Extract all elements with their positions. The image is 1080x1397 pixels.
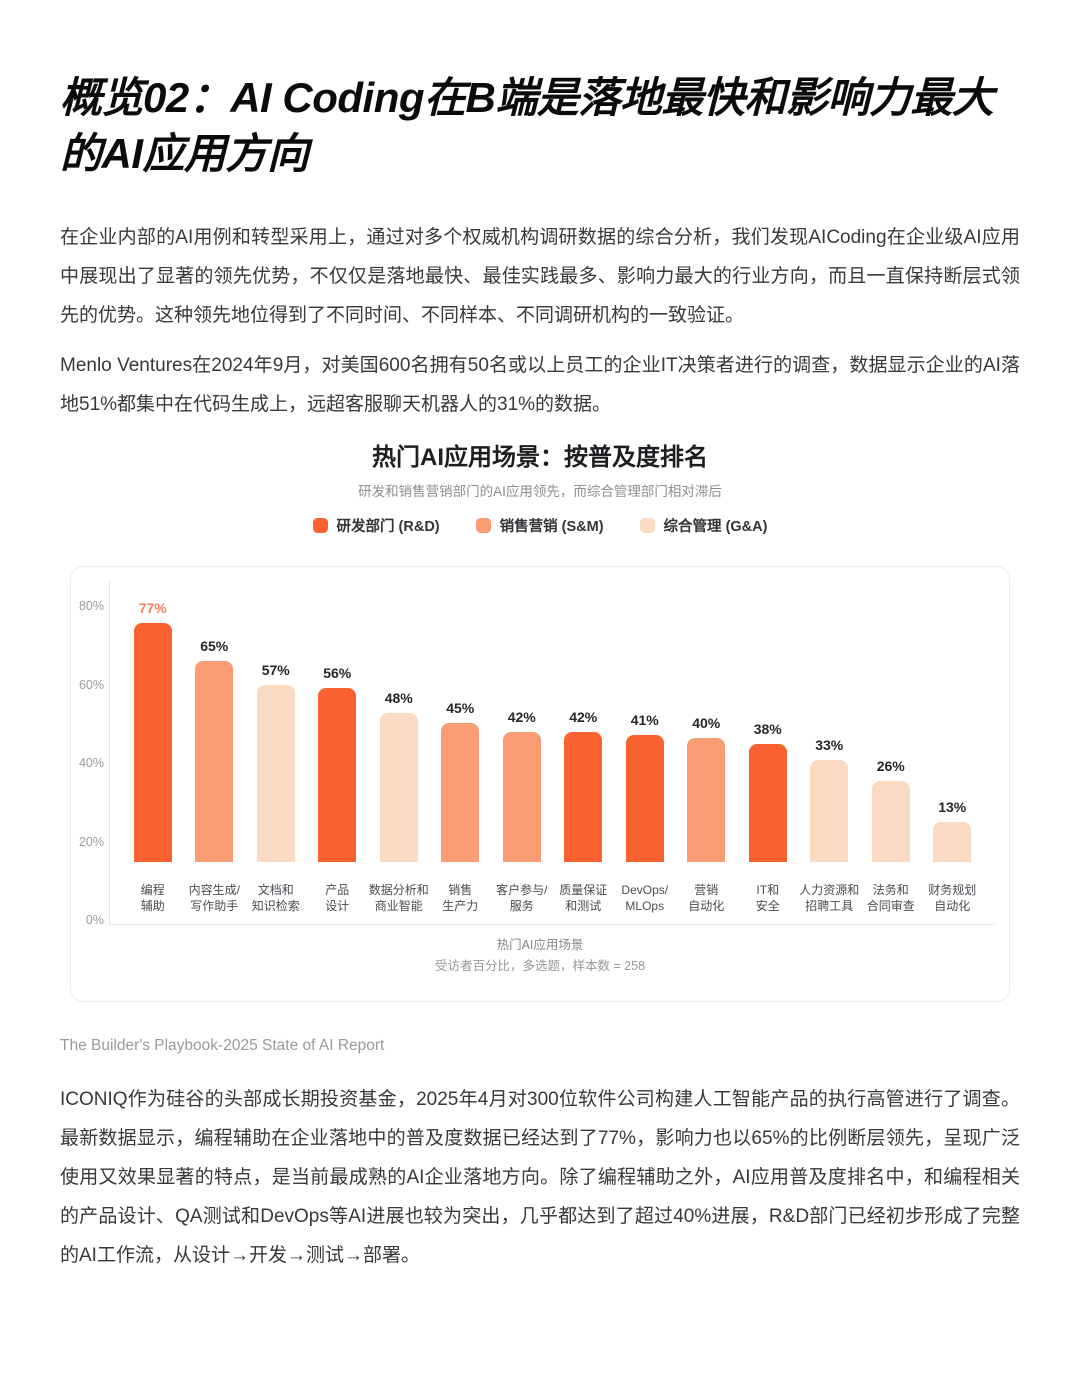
bar [318, 688, 357, 862]
bar [810, 759, 849, 862]
bar-value-label: 33% [815, 736, 844, 753]
bar-column: 42% [553, 709, 615, 862]
bar-value-label: 45% [446, 699, 475, 716]
legend-item-sm: 销售营销 (S&M) [475, 515, 604, 536]
bar [687, 738, 726, 862]
category-label: DevOps/MLOps [621, 883, 669, 913]
paragraph-menlo: Menlo Ventures在2024年9月，对美国600名拥有50名或以上员工… [60, 355, 1020, 415]
category-label: 法务和 合同审查 [866, 883, 915, 913]
category-label: 人力资源和 招聘工具 [799, 883, 860, 913]
bar [871, 781, 910, 862]
bar-column: 57% [245, 662, 307, 862]
bar [625, 734, 664, 862]
bar-value-label: 48% [384, 690, 413, 707]
bar-column: 26% [860, 758, 922, 862]
category-label: 数据分析和 商业智能 [368, 883, 429, 913]
category-label: 营销 自动化 [688, 883, 725, 913]
bar-column: 65% [184, 637, 246, 862]
bar [564, 731, 603, 862]
y-axis-tick: 20% [78, 834, 104, 849]
bar [933, 821, 972, 862]
bar-column: 77% [122, 600, 184, 862]
bar-column: 38% [737, 721, 799, 862]
category-label: 客户参与/服务 [496, 883, 548, 913]
plot-area: 77% 65% 57% 56% 48% 45% 42% 42% 41% 40% 38% 33% 26% 1… [79, 581, 995, 927]
legend-item-ga: 综合管理 (G&A) [639, 515, 768, 536]
category-label: 产品 设计 [325, 883, 350, 913]
legend-label: 综合管理 (G&A) [663, 518, 768, 535]
category-label: 编程 辅助 [140, 883, 165, 913]
bar [502, 731, 541, 862]
bar [256, 685, 295, 862]
bar [748, 744, 787, 862]
bar-value-label: 40% [692, 715, 721, 731]
bar-column: 56% [307, 665, 369, 862]
footnote-line-2: 受访者百分比，多选题，样本数 = 258 [434, 959, 646, 973]
category-label: 文档和 知识检索 [251, 883, 300, 913]
bar-column: 42% [491, 709, 553, 862]
category-label: IT和 安全 [755, 883, 780, 913]
bar-columns: 77% 65% 57% 56% 48% 45% 42% 42% 41% 40% 38% 33% 26% 1… [122, 600, 983, 862]
legend-swatch-icon [639, 517, 655, 533]
y-axis-tick: 40% [78, 756, 104, 770]
bar-value-label: 26% [876, 758, 905, 775]
category-labels: 编程 辅助 内容生成/写作助手 文档和 知识检索 产品 设计 数据分析和 商业智能 销售 生产力 客户… [122, 882, 983, 914]
bar-column: 41% [614, 712, 676, 862]
bar-column: 13% [922, 799, 984, 862]
footnote-line-1: 热门AI应用场景 [496, 938, 584, 952]
bar [379, 713, 418, 862]
bar-column: 40% [676, 715, 738, 862]
legend-label: 研发部门 (R&D) [336, 518, 440, 535]
category-label: 质量保证 和测试 [559, 883, 608, 913]
chart-footnote: 热门AI应用场景 受访者百分比，多选题，样本数 = 258 [71, 935, 1009, 977]
chart-subtitle: 研发和销售营销部门的AI应用领先，而综合管理部门相对滞后 [358, 484, 722, 499]
y-axis-tick: 60% [78, 677, 104, 692]
chart-card: 77% 65% 57% 56% 48% 45% 42% 42% 41% 40% 38% 33% 26% 1… [70, 566, 1010, 1002]
category-label: 销售 生产力 [442, 883, 479, 913]
category-label: 财务规划 自动化 [928, 883, 977, 913]
legend-label: 销售营销 (S&M) [499, 518, 604, 535]
chart-title: 热门AI应用场景：按普及度排名 [372, 444, 708, 471]
y-axis-tick: 80% [78, 599, 104, 613]
source-caption: The Builder's Playbook-2025 State of AI … [60, 1037, 385, 1054]
bar-column: 45% [430, 699, 492, 862]
paragraph-iconiq: ICONIQ作为硅谷的头部成长期投资基金，2025年4月对300位软件公司构建人… [60, 1089, 1021, 1266]
bar [441, 722, 480, 862]
bar [133, 623, 172, 862]
bar-column: 33% [799, 737, 861, 862]
legend-item-rd: 研发部门 (R&D) [312, 515, 440, 536]
bar-value-label: 57% [261, 662, 290, 679]
chart-legend: 研发部门 (R&D) 销售营销 (S&M) 综合管理 (G&A) [60, 515, 1020, 535]
bar-value-label: 77% [138, 600, 167, 617]
legend-swatch-icon [475, 517, 491, 533]
bar [195, 660, 234, 862]
bar-value-label: 13% [938, 798, 967, 815]
bar-value-label: 56% [323, 665, 352, 682]
bar-column: 48% [368, 690, 430, 862]
bar-value-label: 41% [630, 711, 659, 728]
chart-section: 热门AI应用场景：按普及度排名 研发和销售营销部门的AI应用领先，而综合管理部门… [60, 441, 1020, 1002]
bar-value-label: 42% [507, 708, 536, 725]
category-label: 内容生成/写作助手 [188, 883, 240, 913]
bar-value-label: 65% [200, 637, 229, 654]
bar-value-label: 42% [569, 708, 598, 725]
bar-value-label: 38% [753, 721, 782, 738]
y-axis-tick: 0% [85, 913, 104, 927]
paragraph-intro: 在企业内部的AI用例和转型采用上，通过对多个权威机构调研数据的综合分析，我们发现… [60, 227, 1020, 326]
page-title: 概览02：AI Coding在B端是落地最快和影响力最大的AI应用方向 [60, 74, 994, 177]
legend-swatch-icon [312, 517, 328, 533]
